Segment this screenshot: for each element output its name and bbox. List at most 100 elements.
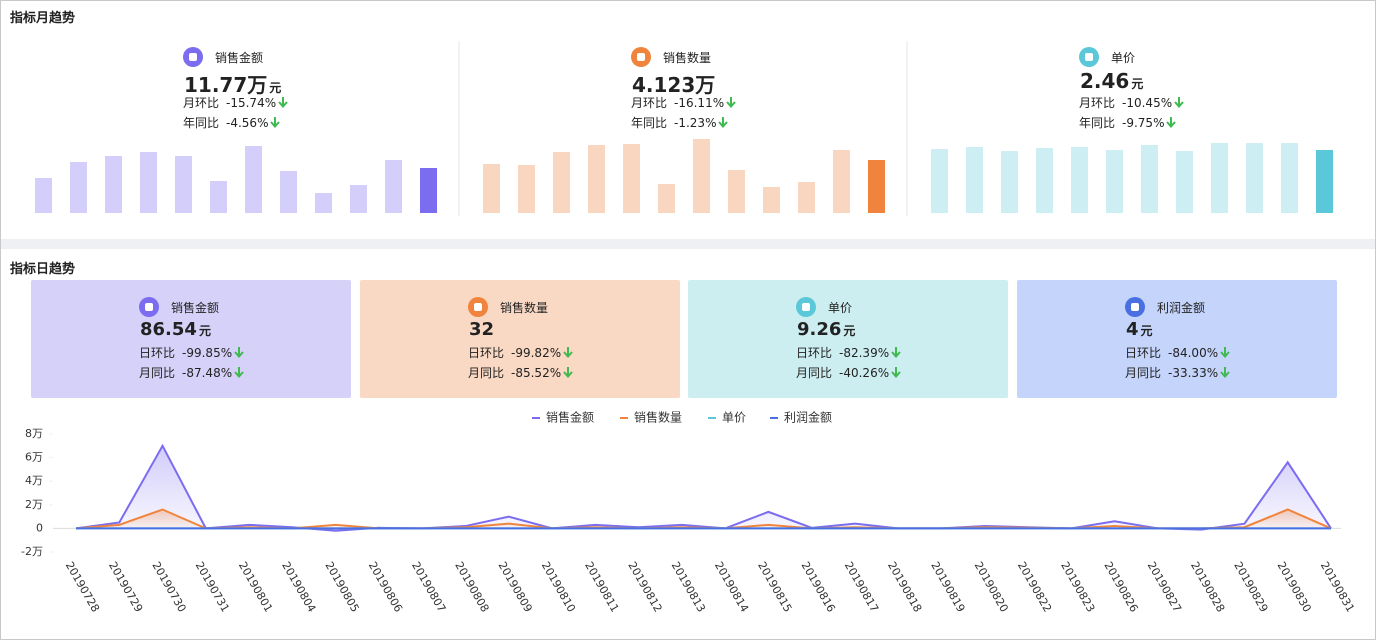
icon — [796, 297, 816, 317]
x-tick-label: 20190828 — [1188, 560, 1227, 615]
bar — [553, 152, 570, 213]
kpi-label: 单价 — [1111, 51, 1136, 65]
x-tick-label: 20190809 — [496, 560, 535, 615]
x-tick-label: 20190830 — [1275, 560, 1314, 615]
kpi-row-label: 日环比 — [1125, 346, 1162, 360]
down-arrow — [270, 117, 281, 129]
x-tick-label: 20190816 — [798, 560, 837, 615]
down-arrow — [1220, 367, 1230, 379]
icon — [1079, 47, 1099, 67]
kpi-row-value: -16.11% — [674, 96, 725, 110]
kpi-value: 9.26 — [797, 319, 842, 340]
x-tick-label: 20190728 — [63, 560, 102, 615]
icon-glyph — [637, 53, 645, 61]
kpi-label: 销售金额 — [171, 301, 220, 315]
x-tick-label: 20190813 — [669, 560, 708, 615]
kpi-label: 利润金额 — [1157, 301, 1206, 315]
icon-glyph — [474, 303, 482, 311]
x-tick-label: 20190831 — [1318, 560, 1357, 615]
x-tick-label: 20190820 — [972, 560, 1011, 615]
bar — [966, 147, 983, 213]
icon — [139, 297, 159, 317]
down-arrow — [718, 117, 729, 129]
kpi-value-row: 86.54 元 — [140, 319, 211, 340]
icon-glyph — [1085, 53, 1093, 61]
y-tick-label: 2万 — [25, 498, 43, 511]
kpi-row-value: -33.33% — [1168, 366, 1219, 380]
kpi-card — [1017, 280, 1337, 398]
x-tick-label: 20190812 — [625, 560, 664, 615]
kpi-label: 销售金额 — [215, 51, 264, 65]
y-tick-label: 6万 — [25, 451, 43, 464]
icon-glyph — [1131, 303, 1139, 311]
bar — [1141, 145, 1158, 213]
kpi-value: 32 — [469, 319, 495, 340]
kpi-value-row: 2.46 元 — [1080, 69, 1143, 93]
x-tick-label: 20190818 — [885, 560, 924, 615]
icon — [468, 297, 488, 317]
kpi-row-label: 月同比 — [139, 366, 176, 380]
kpi-unit: 元 — [1140, 324, 1153, 338]
bar — [70, 162, 87, 213]
arrow-shape — [270, 117, 281, 129]
y-tick-label: 8万 — [25, 427, 43, 440]
x-tick-label: 20190815 — [755, 560, 794, 615]
kpi-row: 年同比 -9.75% — [1079, 114, 1177, 131]
y-tick-label: 4万 — [25, 474, 43, 487]
x-tick-label: 20190729 — [106, 560, 145, 615]
x-tick-label: 20190811 — [582, 560, 621, 615]
kpi-row-value: -85.52% — [511, 366, 562, 380]
bar — [1246, 143, 1263, 213]
kpi-row: 日环比 -84.00% — [1125, 344, 1230, 361]
bar — [623, 144, 640, 213]
kpi-value: 4 — [1126, 319, 1139, 340]
bar — [175, 156, 192, 213]
icon — [183, 47, 203, 67]
down-arrow — [891, 347, 901, 359]
x-tick-label: 20190814 — [712, 560, 751, 615]
legend-label: 单价 — [722, 411, 746, 425]
section-title: 指标月趋势 — [10, 11, 76, 26]
kpi-row: 年同比 -1.23% — [631, 114, 729, 131]
kpi-row-label: 月环比 — [183, 96, 220, 110]
x-tick-label: 20190822 — [1015, 560, 1054, 615]
x-tick-label: 20190808 — [452, 560, 491, 615]
kpi-row-value: -84.00% — [1168, 346, 1219, 360]
down-arrow — [563, 367, 573, 379]
kpi-unit: 元 — [269, 81, 282, 95]
kpi-unit: 元 — [198, 324, 211, 338]
down-arrow — [1220, 347, 1230, 359]
arrow-shape — [726, 97, 736, 109]
bar — [315, 193, 332, 213]
down-arrow — [726, 97, 736, 109]
kpi-value: 2.46 — [1080, 69, 1130, 93]
bar — [210, 181, 227, 213]
down-arrow — [234, 367, 244, 379]
kpi-row-label: 月环比 — [1079, 96, 1116, 110]
kpi-row-label: 日环比 — [139, 346, 176, 360]
bar — [931, 149, 948, 213]
x-tick-label: 20190819 — [928, 560, 967, 615]
kpi-row-label: 月同比 — [468, 366, 505, 380]
kpi-row-label: 年同比 — [1079, 116, 1116, 130]
bar — [35, 178, 52, 213]
kpi-card — [688, 280, 1008, 398]
legend-label: 利润金额 — [784, 410, 832, 425]
arrow-shape — [1174, 97, 1184, 109]
icon — [1125, 297, 1145, 317]
bar — [518, 165, 535, 213]
kpi-row: 月环比 -15.74% — [183, 94, 288, 111]
kpi-row-label: 年同比 — [631, 116, 668, 130]
y-tick-label: -2万 — [21, 545, 43, 558]
x-tick-label: 20190829 — [1231, 560, 1270, 615]
icon-glyph — [145, 303, 153, 311]
down-arrow — [1174, 97, 1184, 109]
x-tick-label: 20190826 — [1101, 560, 1140, 615]
kpi-row-value: -15.74% — [226, 96, 277, 110]
x-tick-label: 20190806 — [366, 560, 405, 615]
bar — [1001, 151, 1018, 213]
kpi-row-value: -99.85% — [182, 346, 233, 360]
section-divider — [1, 239, 1375, 249]
